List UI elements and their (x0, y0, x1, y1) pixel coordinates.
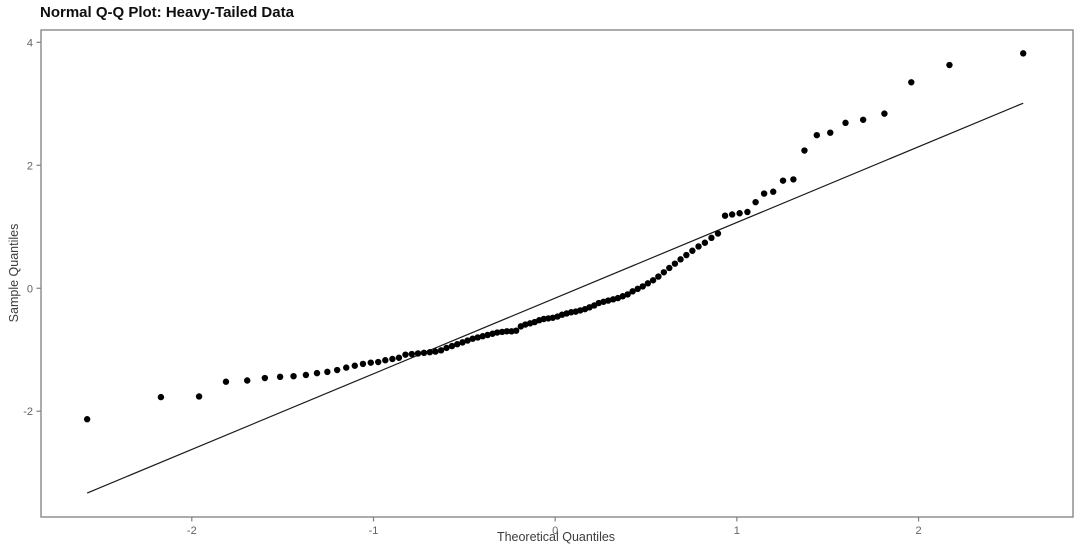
data-point (359, 360, 367, 368)
data-point (624, 291, 631, 298)
x-axis-label: Theoretical Quantiles (496, 530, 616, 544)
data-point (779, 177, 787, 184)
data-point (946, 61, 953, 69)
plot-panel-border (40, 29, 1074, 518)
chart-title: Normal Q-Q Plot: Heavy-Tailed Data (40, 4, 294, 21)
data-point (744, 208, 751, 216)
data-point (760, 190, 768, 197)
data-point (459, 339, 466, 346)
data-point (801, 147, 808, 154)
data-point (414, 350, 422, 357)
data-point (629, 288, 636, 295)
data-point (464, 337, 471, 344)
data-point (498, 328, 506, 336)
data-point (689, 247, 696, 254)
data-point (474, 334, 481, 341)
data-point (605, 297, 612, 304)
data-point (503, 328, 511, 335)
data-point (222, 378, 230, 385)
data-point (714, 230, 722, 237)
data-point (302, 371, 310, 379)
y-tick-label: 4 (27, 37, 33, 49)
x-tick-label: -2 (187, 525, 197, 537)
data-point (375, 358, 382, 366)
qq-reference-line (86, 102, 1024, 494)
data-point (395, 354, 403, 361)
data-point (1020, 50, 1027, 57)
data-point (454, 341, 461, 348)
data-point (619, 293, 626, 300)
data-point (790, 176, 797, 183)
data-point (448, 342, 456, 350)
data-point (721, 212, 729, 219)
data-point (752, 198, 759, 206)
data-point (639, 283, 646, 290)
data-point (494, 329, 501, 336)
data-point (343, 364, 350, 371)
data-point (420, 349, 428, 357)
x-tick-label: 1 (734, 525, 740, 537)
data-point (195, 393, 203, 400)
data-point (484, 331, 491, 339)
x-tick-label: 2 (916, 525, 922, 537)
data-point (634, 285, 641, 293)
data-point (677, 256, 684, 263)
data-point (908, 79, 915, 86)
data-point (649, 277, 657, 284)
data-point (827, 129, 834, 136)
data-point (683, 251, 690, 259)
data-point (728, 211, 736, 218)
data-point (701, 239, 709, 246)
data-point (644, 280, 652, 287)
data-point (408, 350, 416, 358)
data-point (443, 344, 450, 352)
data-point (437, 347, 445, 354)
data-point (479, 333, 486, 340)
y-tick-label: 2 (27, 160, 33, 172)
data-point (842, 119, 849, 127)
data-point (382, 357, 389, 364)
data-point (367, 359, 374, 366)
data-point (708, 234, 715, 242)
x-tick-label: 0 (552, 525, 558, 537)
data-point (432, 348, 439, 355)
data-point (512, 327, 520, 334)
x-tick-label: -1 (369, 525, 379, 537)
data-point (736, 210, 743, 217)
data-point (666, 264, 673, 272)
data-point (655, 273, 662, 280)
data-point (351, 362, 358, 369)
data-point (813, 131, 821, 139)
data-point (290, 372, 297, 380)
y-axis-label: Sample Quantiles (7, 223, 21, 323)
data-point (389, 355, 396, 363)
data-point (157, 393, 165, 401)
y-tick-label: -2 (23, 406, 33, 418)
data-point (614, 294, 622, 302)
data-point (333, 366, 341, 374)
data-point (402, 351, 409, 358)
data-point (324, 368, 331, 376)
data-point (671, 260, 679, 267)
data-point (770, 188, 777, 195)
data-point (244, 377, 251, 384)
data-point (261, 374, 269, 382)
data-point (426, 349, 434, 356)
data-point (881, 110, 888, 117)
data-point (469, 335, 476, 342)
data-point (859, 116, 867, 123)
data-point (695, 243, 702, 250)
data-point (313, 369, 321, 377)
y-tick-label: 0 (27, 283, 33, 295)
data-point (276, 373, 284, 381)
data-point (83, 416, 91, 423)
data-point (660, 269, 668, 276)
